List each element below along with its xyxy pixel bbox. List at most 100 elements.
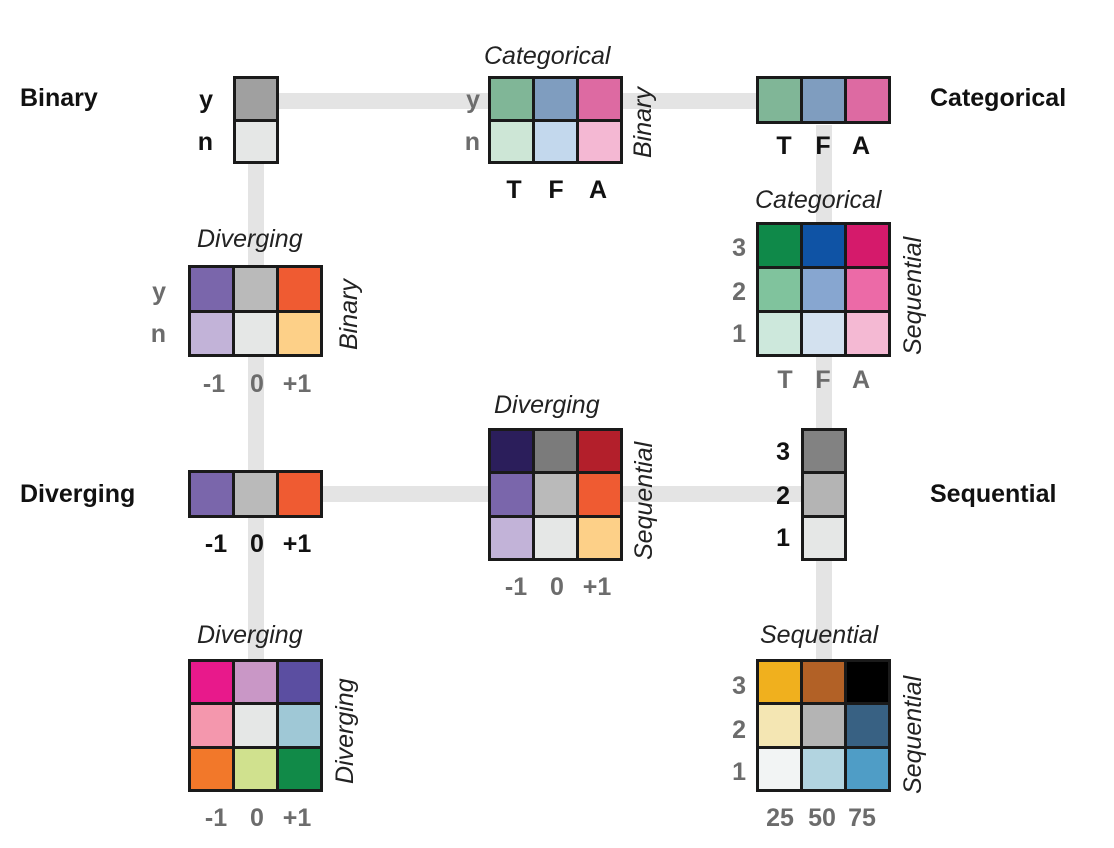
cat-binary-swatch (535, 121, 576, 161)
diverging-col-label-pos: +1 (282, 530, 312, 558)
cat-binary-caption: Categorical (484, 42, 611, 70)
sequential-grid (801, 428, 847, 561)
cat-seq-col-label-a: A (851, 366, 871, 394)
connector-catbinary-to-categorical (622, 93, 758, 109)
cat-seq-swatch (759, 225, 800, 266)
cat-binary-col-label-a: A (588, 176, 608, 204)
connector-diverging-to-divdiv (248, 516, 264, 661)
seq-seq-swatch (803, 662, 844, 703)
div-div-swatch (235, 748, 276, 789)
div-seq-swatch (579, 431, 620, 472)
seq-seq-side-caption: Sequential (899, 675, 927, 794)
cat-binary-swatch (491, 79, 532, 119)
cat-seq-row-label-1: 1 (732, 320, 746, 348)
div-seq-swatch (491, 474, 532, 515)
sequential-swatch (804, 474, 844, 515)
cat-binary-swatch (491, 121, 532, 161)
diverging-title: Diverging (20, 480, 136, 508)
seq-seq-swatch (847, 705, 888, 746)
binary-grid (233, 76, 279, 164)
div-binary-side-caption: Binary (335, 279, 363, 350)
connector-diverging-to-divseq (322, 486, 490, 502)
div-div-swatch (279, 705, 320, 746)
div-seq-side-caption: Sequential (630, 441, 658, 560)
cat-binary-col-label-f: F (548, 176, 564, 204)
diverging-swatch (235, 473, 276, 515)
div-binary-caption: Diverging (197, 225, 303, 253)
div-seq-swatch (535, 474, 576, 515)
connector-divseq-to-sequential (622, 486, 804, 502)
div-div-swatch (191, 705, 232, 746)
cat-seq-swatch (759, 313, 800, 354)
seq-seq-swatch (803, 705, 844, 746)
connector-catseq-to-sequential (816, 356, 832, 430)
seq-seq-swatch (759, 662, 800, 703)
div-binary-col-label-neg: -1 (202, 370, 226, 398)
diverging-grid (188, 470, 323, 518)
div-seq-swatch (535, 517, 576, 558)
div-div-col-label-zero: 0 (250, 804, 264, 832)
connector-binary-to-divbinary (248, 162, 264, 266)
seq-seq-swatch (759, 705, 800, 746)
div-seq-swatch (535, 431, 576, 472)
categorical-swatch (847, 79, 888, 121)
categorical-grid (756, 76, 891, 124)
cat-binary-swatch (579, 121, 620, 161)
categorical-col-label-f: F (815, 132, 831, 160)
sequential-swatch (804, 431, 844, 472)
binary-title: Binary (20, 84, 98, 112)
div-seq-swatch (579, 517, 620, 558)
connector-divbinary-to-diverging (248, 356, 264, 471)
seq-seq-row-label-2: 2 (732, 716, 746, 744)
div-div-col-label-pos: +1 (282, 804, 312, 832)
seq-seq-row-label-1: 1 (732, 758, 746, 786)
connector-categorical-to-catseq (816, 125, 832, 223)
cat-seq-swatch (759, 269, 800, 310)
binary-row-label-y: y (199, 86, 213, 114)
div-binary-grid (188, 265, 323, 357)
div-seq-swatch (491, 517, 532, 558)
cat-seq-swatch (803, 313, 844, 354)
div-seq-col-label-pos: +1 (582, 573, 612, 601)
div-binary-swatch (235, 312, 276, 354)
diverging-col-label-neg: -1 (204, 530, 228, 558)
connector-binary-to-catbinary (278, 93, 490, 109)
cat-seq-swatch (847, 269, 888, 310)
div-div-swatch (191, 662, 232, 703)
cat-seq-row-label-3: 3 (732, 234, 746, 262)
seq-seq-swatch (847, 662, 888, 703)
diverging-swatch (191, 473, 232, 515)
div-seq-col-label-zero: 0 (550, 573, 564, 601)
div-seq-grid (488, 428, 623, 561)
cat-seq-col-label-t: T (777, 366, 793, 394)
categorical-swatch (803, 79, 844, 121)
sequential-row-label-3: 3 (776, 438, 790, 466)
seq-seq-col-label-25: 25 (766, 804, 794, 832)
cat-seq-swatch (803, 269, 844, 310)
div-div-swatch (191, 748, 232, 789)
cat-seq-row-label-2: 2 (732, 278, 746, 306)
cat-binary-grid (488, 76, 623, 164)
cat-binary-col-label-t: T (506, 176, 522, 204)
div-seq-swatch (579, 474, 620, 515)
seq-seq-col-label-75: 75 (848, 804, 876, 832)
seq-seq-swatch (803, 748, 844, 789)
cat-seq-col-label-f: F (815, 366, 831, 394)
cat-seq-caption: Categorical (755, 186, 882, 214)
categorical-swatch (759, 79, 800, 121)
connector-sequential-to-seqseq (816, 560, 832, 661)
cat-seq-swatch (847, 225, 888, 266)
seq-seq-caption: Sequential (760, 621, 879, 649)
cat-binary-side-caption: Binary (629, 87, 657, 158)
div-binary-swatch (235, 268, 276, 310)
categorical-col-label-a: A (851, 132, 871, 160)
seq-seq-grid (756, 659, 891, 792)
binary-swatch (236, 121, 276, 161)
div-binary-swatch (191, 312, 232, 354)
seq-seq-row-label-3: 3 (732, 672, 746, 700)
div-binary-col-label-pos: +1 (282, 370, 312, 398)
sequential-swatch (804, 517, 844, 558)
div-div-swatch (279, 662, 320, 703)
binary-row-label-n: n (197, 128, 213, 156)
